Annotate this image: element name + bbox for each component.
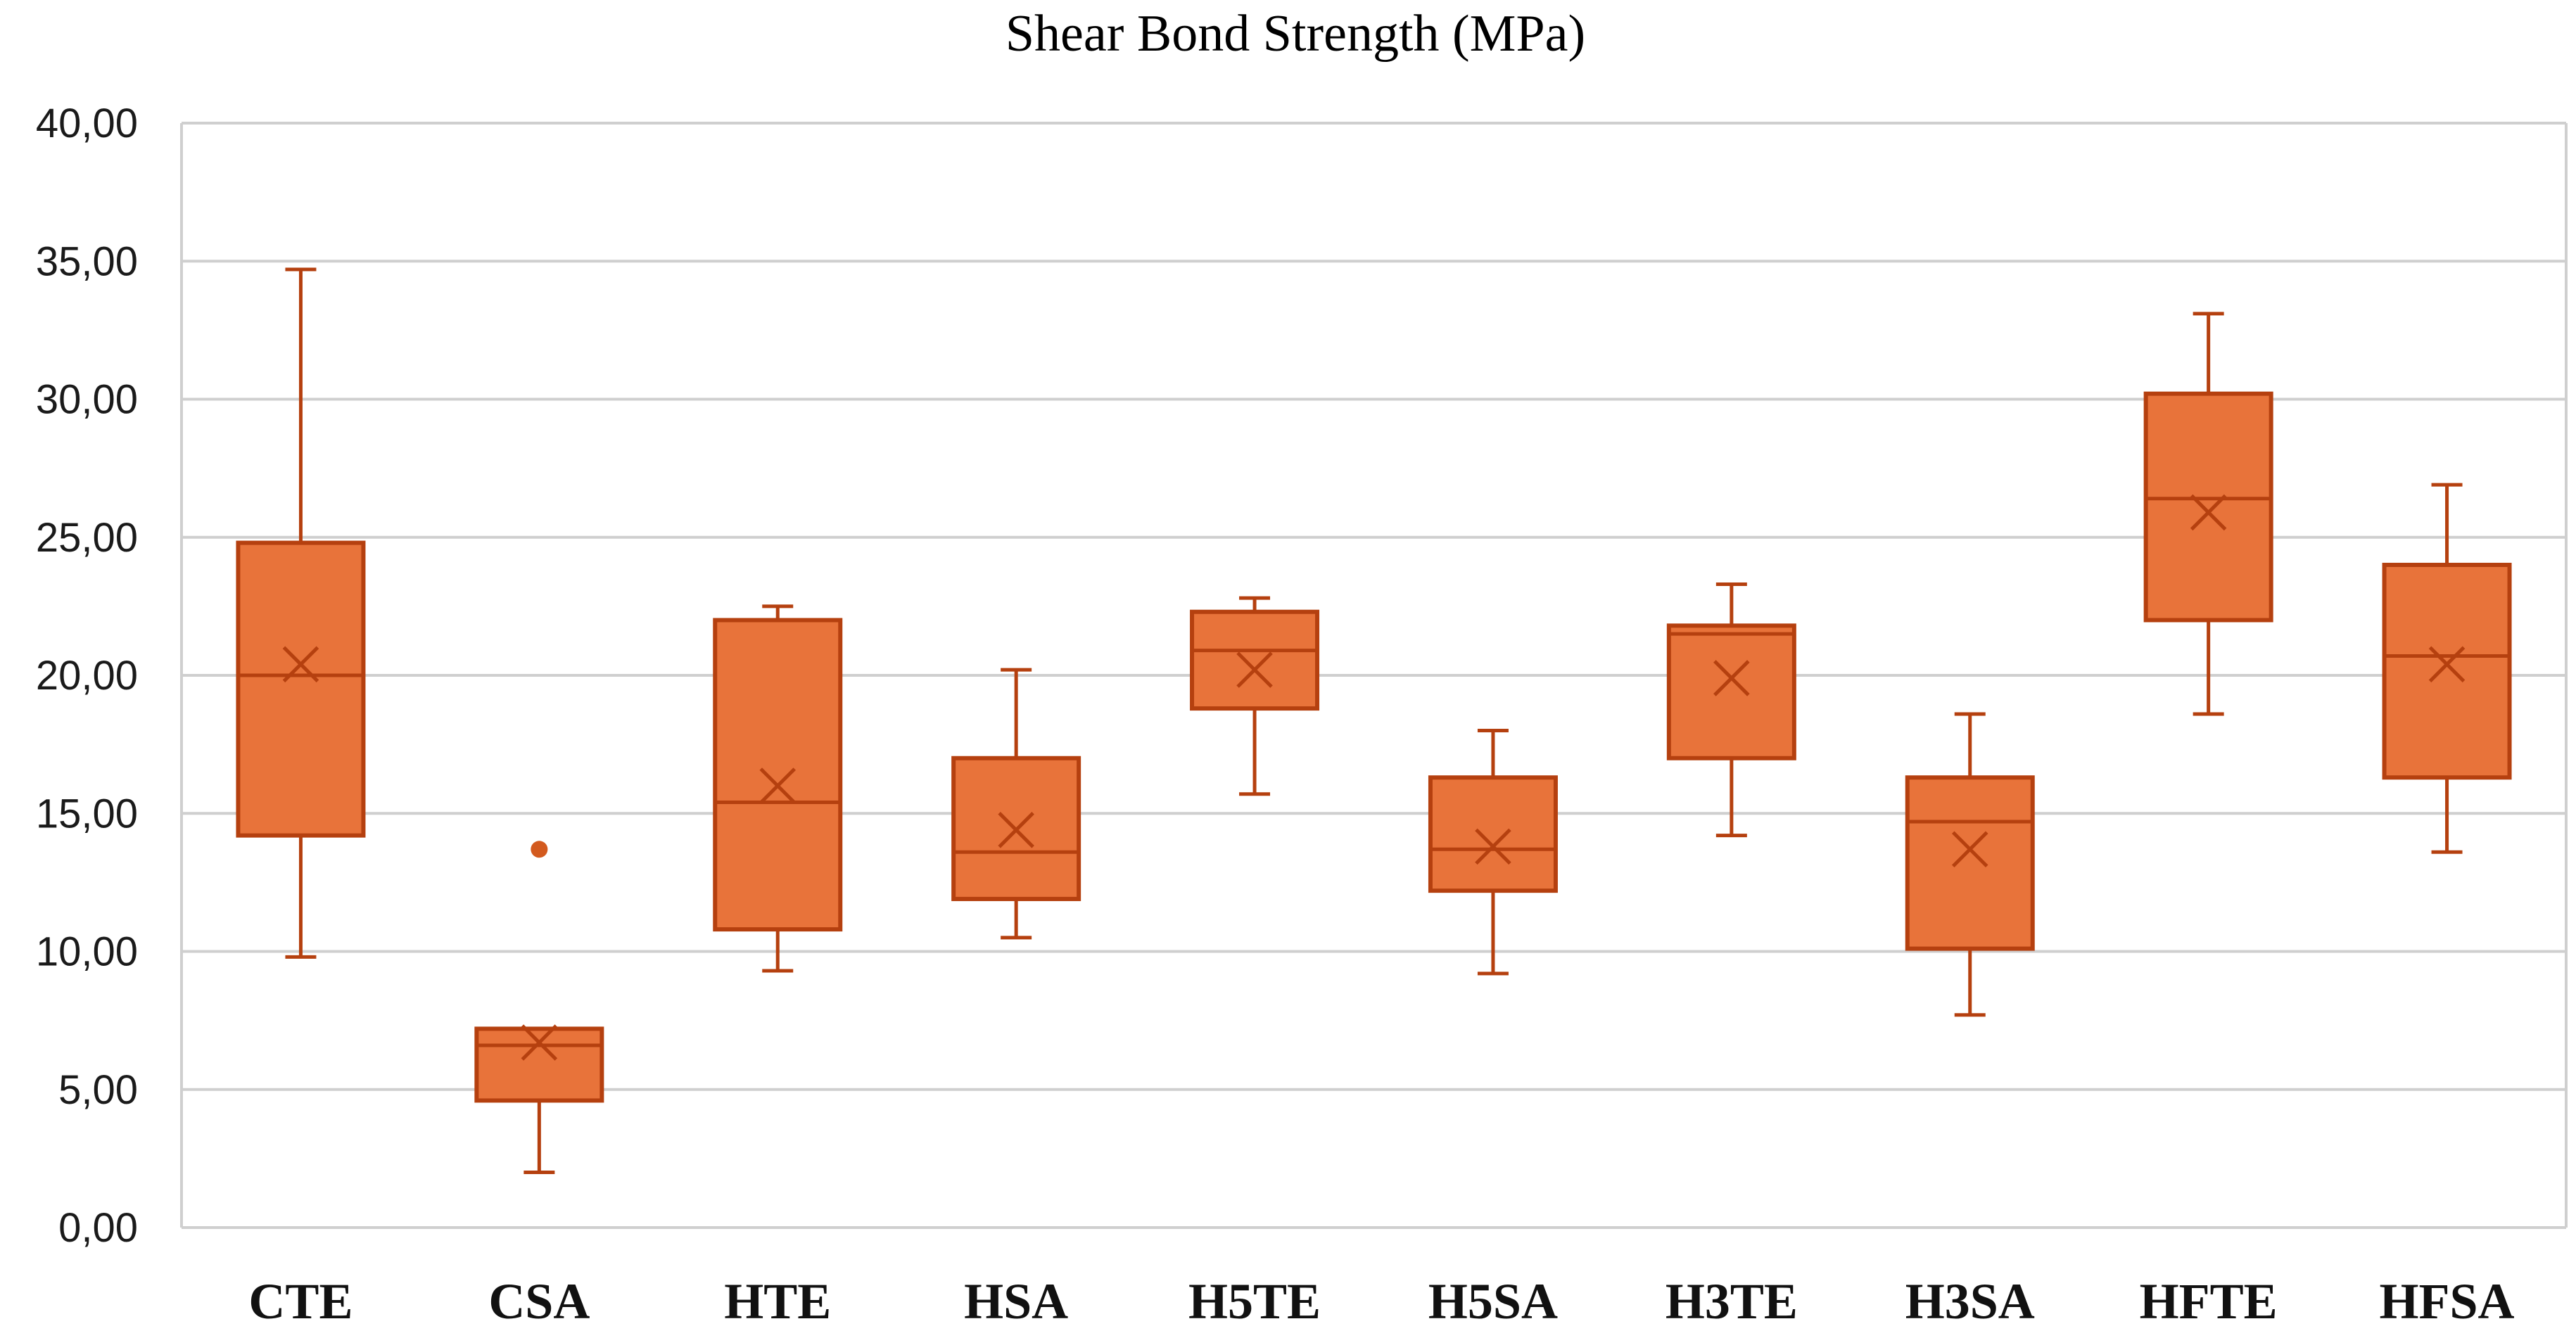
x-tick-label: H3TE: [1665, 1273, 1798, 1330]
x-tick-label: HFTE: [2140, 1273, 2278, 1330]
y-tick-label: 15,00: [36, 791, 138, 836]
box-group-h3te: [1666, 582, 1796, 838]
x-tick-label: CTE: [248, 1273, 353, 1330]
mean-marker: [1713, 660, 1750, 696]
outlier-point: [531, 841, 548, 858]
mean-marker: [1475, 828, 1511, 865]
y-tick-label: 25,00: [36, 515, 138, 561]
y-tick-label: 20,00: [36, 653, 138, 699]
box-group-cte: [236, 267, 366, 959]
y-axis-ticks: 0,00 5,00 10,00 15,00 20,00 25,00 30,00 35,00 40…: [36, 101, 138, 1251]
box-iqr: [1666, 623, 1796, 760]
box-iqr: [1905, 775, 2035, 951]
box-layer: [236, 267, 2512, 1174]
mean-marker: [759, 767, 797, 804]
x-tick-label: HTE: [724, 1273, 831, 1330]
box-iqr: [236, 540, 366, 838]
box-iqr: [474, 1026, 604, 1103]
mean-marker: [1951, 831, 1988, 868]
box-group-h5te: [1190, 596, 1320, 796]
x-tick-label: CSA: [488, 1273, 590, 1330]
y-tick-label: 0,00: [58, 1205, 138, 1251]
x-tick-label: HSA: [964, 1273, 1068, 1330]
y-tick-label: 40,00: [36, 101, 138, 146]
mean-marker: [282, 646, 319, 683]
x-tick-label: H3SA: [1905, 1273, 2035, 1330]
x-tick-label: H5SA: [1428, 1273, 1558, 1330]
mean-marker: [1236, 651, 1273, 688]
box-iqr: [2143, 391, 2273, 623]
x-tick-label: H5TE: [1188, 1273, 1321, 1330]
x-axis-ticks: CTE CSA HTE HSA H5TE H5SA H3TE H3SA HFTE HFSA: [248, 1273, 2514, 1330]
chart-title: Shear Bond Strength (MPa): [1005, 5, 1585, 63]
y-tick-label: 35,00: [36, 238, 138, 284]
y-tick-label: 10,00: [36, 929, 138, 975]
mean-marker: [521, 1024, 558, 1061]
box-iqr: [1428, 775, 1558, 893]
y-tick-label: 30,00: [36, 377, 138, 423]
box-group-csa: [474, 841, 604, 1174]
box-group-hsa: [951, 668, 1081, 940]
box-iqr: [713, 618, 843, 932]
x-tick-label: HFSA: [2380, 1273, 2515, 1330]
box-iqr: [2382, 563, 2512, 780]
box-group-hfte: [2143, 312, 2273, 716]
mean-marker: [2428, 646, 2466, 683]
box-group-h5sa: [1428, 729, 1558, 976]
box-group-hte: [713, 604, 843, 973]
y-tick-label: 5,00: [58, 1067, 138, 1113]
mean-marker: [2190, 494, 2227, 531]
box-group-hfsa: [2382, 483, 2512, 854]
box-iqr: [1190, 609, 1320, 711]
mean-marker: [998, 812, 1034, 848]
box-group-h3sa: [1905, 712, 2035, 1017]
